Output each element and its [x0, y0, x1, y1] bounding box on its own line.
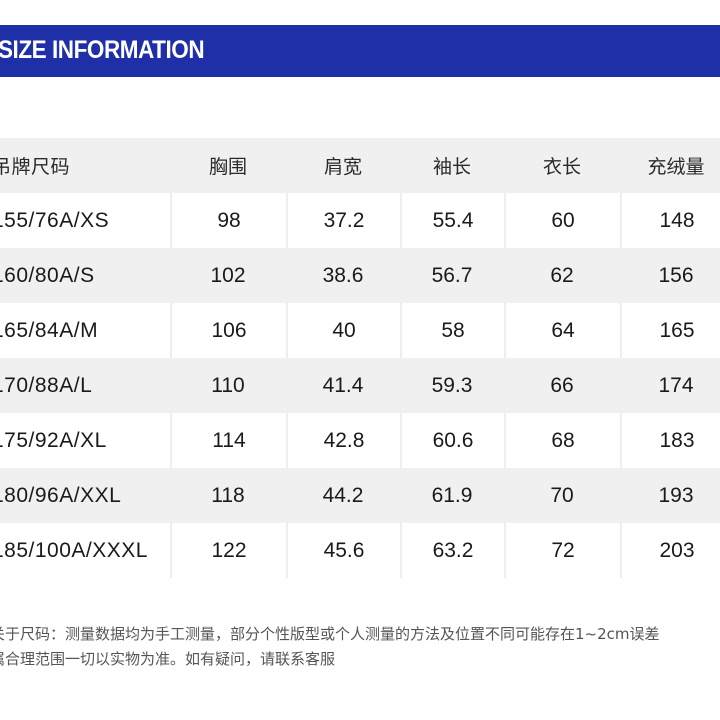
size-cell: 160/80A/S — [0, 263, 95, 287]
length-cell: 70 — [550, 483, 574, 507]
size-cell: 180/96A/XXL — [0, 483, 122, 507]
fill-cell: 165 — [620, 303, 720, 358]
size-cell: 185/100A/XXXL — [0, 538, 148, 562]
chest-cell: 110 — [211, 373, 245, 397]
column-header-chest: 胸围 — [208, 156, 247, 178]
sleeve-cell: 60.6 — [400, 413, 504, 468]
sleeve-cell: 55.4 — [400, 193, 504, 248]
length-cell: 66 — [550, 373, 574, 397]
chest-cell: 122 — [170, 523, 286, 578]
fill-cell: 148 — [620, 193, 720, 248]
size-table: 吊牌尺码 胸围 肩宽 袖长 衣长 充绒量 155/76A/XS 98 37.2 … — [0, 138, 720, 578]
size-cell: 170/88A/L — [0, 373, 93, 397]
column-header-fill: 充绒量 — [647, 156, 705, 178]
table-row: 160/80A/S 102 38.6 56.7 62 156 — [0, 248, 720, 303]
column-header-length: 衣长 — [542, 156, 581, 178]
table-row: 180/96A/XXL 118 44.2 61.9 70 193 — [0, 468, 720, 523]
table-row: 155/76A/XS 98 37.2 55.4 60 148 — [0, 193, 720, 248]
size-notes: 关于尺码：测量数据均为手工测量，部分个性版型或个人测量的方法及位置不同可能存在1… — [0, 622, 720, 672]
length-cell: 72 — [504, 523, 620, 578]
sleeve-cell: 58 — [400, 303, 504, 358]
fill-cell: 193 — [658, 483, 694, 507]
column-header-sleeve: 袖长 — [432, 156, 471, 178]
length-cell: 68 — [504, 413, 620, 468]
length-cell: 62 — [550, 263, 574, 287]
note-line-2: 属合理范围一切以实物为准。如有疑问，请联系客服 — [0, 650, 336, 668]
shoulder-cell: 45.6 — [286, 523, 400, 578]
table-row: 185/100A/XXXL 122 45.6 63.2 72 203 — [0, 523, 720, 578]
shoulder-cell: 41.4 — [322, 373, 364, 397]
table-header-row: 吊牌尺码 胸围 肩宽 袖长 衣长 充绒量 — [0, 138, 720, 193]
chest-cell: 106 — [170, 303, 286, 358]
sleeve-cell: 56.7 — [431, 263, 473, 287]
chest-cell: 98 — [170, 193, 286, 248]
column-header-shoulder: 肩宽 — [323, 156, 362, 178]
length-cell: 60 — [504, 193, 620, 248]
chest-cell: 118 — [211, 483, 245, 507]
section-title: SIZE INFORMATION — [0, 36, 205, 64]
fill-cell: 183 — [620, 413, 720, 468]
shoulder-cell: 44.2 — [322, 483, 364, 507]
column-header-tag-size: 吊牌尺码 — [0, 157, 71, 178]
shoulder-cell: 37.2 — [286, 193, 400, 248]
sleeve-cell: 61.9 — [431, 483, 473, 507]
table-row: 175/92A/XL 114 42.8 60.6 68 183 — [0, 413, 720, 468]
note-line-1: 关于尺码：测量数据均为手工测量，部分个性版型或个人测量的方法及位置不同可能存在1… — [0, 625, 660, 643]
table-row: 165/84A/M 106 40 58 64 165 — [0, 303, 720, 358]
chest-cell: 114 — [170, 413, 286, 468]
chest-cell: 102 — [210, 263, 246, 287]
table-row: 170/88A/L 110 41.4 59.3 66 174 — [0, 358, 720, 413]
size-cell: 175/92A/XL — [0, 428, 107, 452]
fill-cell: 156 — [658, 263, 694, 287]
shoulder-cell: 42.8 — [286, 413, 400, 468]
shoulder-cell: 40 — [286, 303, 400, 358]
shoulder-cell: 38.6 — [322, 263, 364, 287]
section-banner: SIZE INFORMATION — [0, 25, 720, 77]
length-cell: 64 — [504, 303, 620, 358]
fill-cell: 203 — [620, 523, 720, 578]
sleeve-cell: 59.3 — [431, 373, 473, 397]
fill-cell: 174 — [658, 373, 694, 397]
sleeve-cell: 63.2 — [400, 523, 504, 578]
size-cell: 155/76A/XS — [0, 208, 110, 232]
size-cell: 165/84A/M — [0, 318, 99, 342]
